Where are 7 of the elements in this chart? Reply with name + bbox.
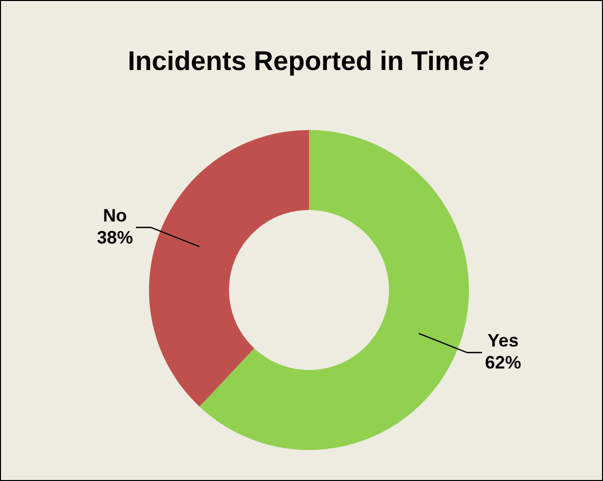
chart-title: Incidents Reported in Time?: [128, 46, 490, 76]
donut-slice: [149, 130, 309, 407]
slice-label: No: [102, 205, 127, 226]
donut-slice: [199, 130, 469, 450]
data-label: 38%: [96, 227, 133, 248]
data-label: 62%: [485, 352, 522, 373]
slice-label: Yes: [488, 330, 519, 351]
